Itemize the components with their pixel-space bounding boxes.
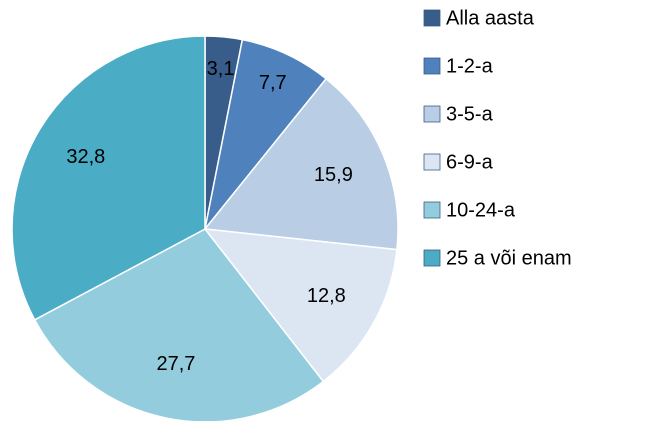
pie-slice — [203, 228, 398, 383]
data-label: 7,7 — [259, 72, 287, 94]
pie-slice — [203, 77, 399, 251]
legend-swatch — [423, 249, 441, 267]
legend-label: 6-9-a — [446, 151, 494, 173]
data-label: 27,7 — [156, 353, 195, 375]
legend-label: Alla aasta — [446, 7, 535, 29]
data-label: 32,8 — [66, 146, 105, 168]
data-label: 15,9 — [314, 164, 353, 186]
pie-slice — [11, 35, 206, 321]
legend-swatch — [423, 57, 441, 75]
legend-swatch — [423, 153, 441, 171]
legend-swatch — [423, 9, 441, 27]
data-label: 3,1 — [207, 58, 235, 80]
legend-swatch — [423, 201, 441, 219]
data-label: 12,8 — [307, 285, 346, 307]
legend-label: 1-2-a — [446, 55, 494, 77]
pie-slice — [33, 228, 325, 421]
legend-label: 25 a või enam — [446, 247, 572, 269]
legend-label: 10-24-a — [446, 199, 516, 221]
legend-swatch — [423, 105, 441, 123]
pie-slice — [204, 38, 328, 230]
legend-label: 3-5-a — [446, 103, 494, 125]
